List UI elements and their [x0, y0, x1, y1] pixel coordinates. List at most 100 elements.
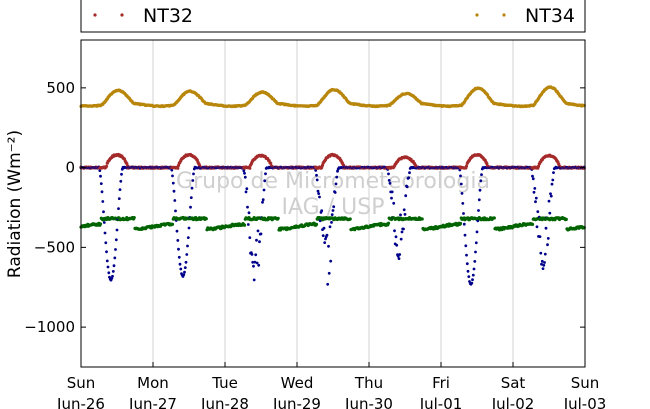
- point-series-3-231: [252, 278, 256, 282]
- y-tick-label-3: −1000: [24, 318, 75, 336]
- legend-marker-nt32: [93, 13, 97, 17]
- point-series-3-620: [544, 226, 548, 230]
- point-series-3-54: [120, 172, 123, 176]
- point-series-3-326: [324, 237, 327, 241]
- point-series-3-218: [243, 171, 246, 175]
- point-series-3-418: [393, 229, 396, 233]
- point-series-3-148: [190, 186, 194, 190]
- point-series-2-263: [276, 216, 280, 220]
- point-nt32-541: [485, 161, 489, 166]
- point-series-3-46: [114, 248, 117, 251]
- point-series-3-606: [534, 200, 537, 204]
- point-series-3-614: [540, 262, 543, 266]
- point-series-3-328: [325, 233, 329, 237]
- point-series-3-144: [187, 226, 191, 230]
- point-nt32-34: [104, 164, 109, 168]
- point-series-3-607: [534, 196, 538, 200]
- point-nt32-61: [125, 161, 129, 166]
- point-series-3-323: [321, 234, 325, 238]
- point-series-3-25: [98, 169, 102, 173]
- point-series-3-612: [538, 235, 542, 239]
- x-tick-weekday-6: Sat: [501, 374, 526, 392]
- point-series-3-32: [103, 231, 107, 235]
- point-series-3-238: [258, 240, 261, 244]
- point-series-3-27: [99, 182, 103, 186]
- point-series-3-132: [178, 262, 182, 266]
- point-series-3-532: [478, 188, 482, 192]
- y-tick-label-2: −500: [34, 238, 75, 256]
- point-series-3-523: [471, 273, 475, 277]
- point-series-3-228: [250, 253, 254, 256]
- point-series-2-218: [242, 223, 247, 227]
- point-series-3-233: [254, 253, 258, 257]
- point-series-3-334: [330, 221, 333, 224]
- y-tick-label-0: 500: [46, 79, 75, 97]
- point-series-3-410: [387, 172, 390, 176]
- point-series-3-420: [394, 235, 398, 239]
- point-series-3-438: [408, 171, 411, 175]
- point-series-3-319: [318, 219, 322, 223]
- point-series-3-603: [531, 177, 535, 181]
- point-series-3-329: [326, 282, 330, 286]
- point-series-3-433: [404, 194, 408, 198]
- point-series-3-628: [550, 182, 554, 186]
- point-series-3-605: [533, 187, 537, 190]
- point-series-3-411: [387, 179, 391, 182]
- point-series-3-38: [108, 275, 111, 279]
- point-series-2-647: [564, 217, 568, 221]
- point-series-3-26: [99, 174, 102, 178]
- point-series-3-316: [316, 189, 320, 193]
- point-series-3-624: [547, 199, 551, 203]
- x-tick-weekday-2: Tue: [211, 374, 238, 392]
- x-tick-date-2: Jun-28: [200, 395, 249, 409]
- point-series-3-421: [395, 243, 399, 247]
- point-series-3-528: [475, 230, 479, 234]
- point-series-3-244: [262, 188, 266, 192]
- point-series-3-629: [551, 178, 555, 182]
- point-series-3-324: [322, 226, 326, 230]
- point-series-3-219: [243, 175, 247, 179]
- point-nt32-514: [464, 164, 469, 168]
- point-nt32-129: [176, 166, 180, 170]
- point-series-3-337: [332, 205, 336, 209]
- point-series-3-33: [104, 241, 108, 245]
- point-series-3-602: [531, 174, 534, 178]
- point-series-3-617: [542, 263, 546, 267]
- watermark: Grupo de Micrometeorologia IAG / USP: [176, 169, 490, 220]
- point-series-2-167: [204, 217, 208, 221]
- point-series-3-619: [543, 252, 547, 256]
- point-series-3-34: [105, 250, 108, 254]
- point-series-3-42: [111, 274, 114, 278]
- point-series-3-44: [112, 264, 116, 268]
- point-series-3-53: [119, 179, 123, 183]
- legend-label-nt32: NT32: [143, 5, 193, 27]
- watermark-line-1: Grupo de Micrometeorologia: [176, 169, 490, 194]
- point-series-2-602: [530, 222, 535, 226]
- point-series-3-141: [185, 253, 189, 256]
- point-series-3-133: [179, 267, 183, 271]
- point-series-3-47: [114, 238, 118, 242]
- point-series-3-43: [111, 270, 115, 273]
- x-tick-date-5: Jul-01: [419, 395, 463, 409]
- y-tick-label-1: 0: [65, 159, 75, 177]
- point-nt32-253: [269, 161, 273, 165]
- point-series-3-608: [535, 225, 539, 229]
- point-series-3-514: [465, 253, 468, 257]
- plot-area-frame: [80, 39, 586, 368]
- point-series-3-50: [117, 207, 120, 211]
- x-tick-weekday-5: Fri: [432, 374, 450, 392]
- point-series-3-527: [474, 241, 478, 245]
- point-series-3-615: [540, 259, 544, 263]
- point-series-3-332: [328, 225, 332, 229]
- point-series-3-525: [473, 260, 477, 263]
- point-series-3-511: [462, 222, 466, 226]
- point-series-3-431: [402, 208, 406, 212]
- point-series-3-142: [186, 244, 189, 248]
- point-series-3-235: [255, 261, 259, 265]
- point-series-3-424: [397, 257, 401, 260]
- point-series-3-534: [480, 173, 483, 177]
- point-series-3-618: [543, 261, 546, 264]
- point-series-3-221: [245, 187, 249, 191]
- point-series-3-48: [115, 228, 119, 232]
